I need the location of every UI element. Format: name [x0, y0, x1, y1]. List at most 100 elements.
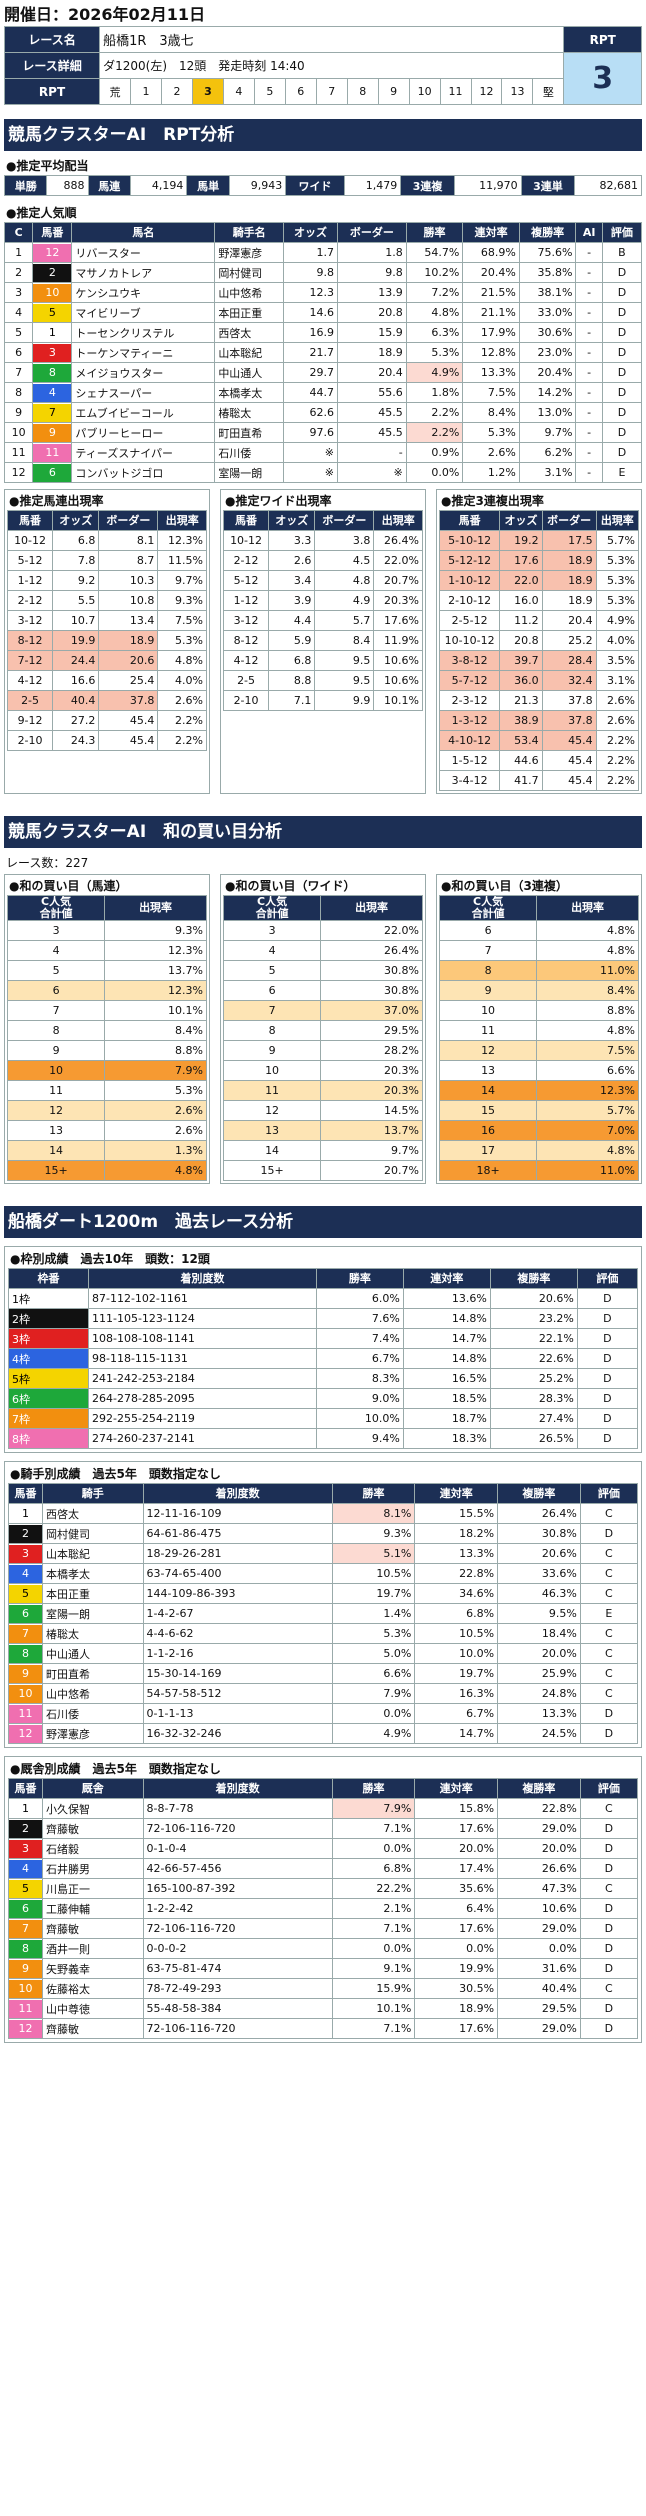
wa-row: 3 22.0% [222, 920, 423, 941]
win-rate: 7.9% [331, 1798, 416, 1819]
hit-rate: 7.5% [536, 1040, 639, 1061]
quinella-rate: 16.3% [414, 1683, 499, 1704]
waku-row: 2枠 111-105-123-1124 7.6% 14.8% 23.2% D [8, 1308, 639, 1329]
trainer-row: 6 工藤伸輔 1-2-2-42 2.1% 6.4% 10.6% D [8, 1898, 639, 1919]
waku-row: 8枠 274-260-237-2141 9.4% 18.3% 26.5% D [8, 1428, 639, 1449]
win-rate: 5.3% [405, 342, 464, 363]
avg-payout-table: 単勝 888 馬連 4,194 馬単 9,943 ワイド 1,479 3連複 11,970 3連単 8… [3, 175, 642, 196]
payout-label: 単勝 [3, 175, 48, 196]
place-rate: 20.4% [518, 362, 577, 383]
wa-row: 6 12.3% [6, 980, 207, 1001]
rate: 11.9% [373, 630, 423, 651]
place-rate: 24.5% [497, 1723, 581, 1744]
odds: 3.9 [268, 590, 316, 611]
race-info-table: レース名 船橋1R 3歳七 RPT レース詳細 ダ1200(左) 12頭 発走時… [3, 26, 642, 105]
wide-title: ●推定ワイド出現率 [225, 494, 332, 508]
wa-row: 17 4.8% [438, 1140, 639, 1161]
place-rate: 25.2% [489, 1368, 578, 1389]
quinella-rate: 18.2% [414, 1523, 499, 1544]
estimate-row: 9-12 27.2 45.4 2.2% [6, 710, 207, 731]
hit-rate: 6.6% [536, 1060, 639, 1081]
combo: 1-10-12 [438, 570, 501, 591]
rating: D [601, 422, 643, 443]
win-rate: 5.0% [331, 1643, 416, 1664]
place-rate: 38.1% [518, 282, 577, 303]
hit-rate: 28.2% [320, 1040, 423, 1061]
rpt-scale-cell: 8 [346, 78, 379, 105]
waku-header: 枠番 [8, 1268, 89, 1289]
border: 13.9 [336, 282, 407, 303]
win-rate: 7.6% [315, 1308, 404, 1329]
odds: 8.8 [268, 670, 316, 691]
rate: 11.5% [157, 550, 207, 571]
quinella-rate: 14.7% [402, 1328, 491, 1349]
rating: D [579, 1523, 639, 1544]
sum-value: 4 [222, 940, 322, 961]
rpt-section-title: 競馬クラスターAI RPT分析 [4, 119, 642, 151]
sum-value: 5 [6, 960, 106, 981]
border: 45.4 [98, 730, 159, 751]
odds: 19.2 [499, 530, 543, 551]
border: 3.8 [314, 530, 375, 551]
estimate-row: 5-7-12 36.0 32.4 3.1% [438, 670, 640, 691]
hit-rate: 11.0% [536, 1160, 639, 1181]
sum-value: 7 [438, 940, 538, 961]
horse-number: 4 [9, 1564, 42, 1583]
place-rate: 40.4% [497, 1978, 581, 1999]
rank: 11 [3, 442, 34, 463]
waku-table: 枠番 着別度数 勝率 連対率 複勝率 評価 1枠 87-112-102-1161 6.0% 13.… [8, 1268, 639, 1449]
sum-value: 9 [438, 980, 538, 1001]
sum-value: 7 [222, 1000, 322, 1021]
waku-row: 1枠 87-112-102-1161 6.0% 13.6% 20.6% D [8, 1288, 639, 1309]
race-detail-label: レース詳細 [3, 52, 101, 79]
trainer-header: 勝率 [331, 1778, 416, 1799]
place-rate: 0.0% [497, 1938, 581, 1959]
record: 16-32-32-246 [142, 1723, 333, 1744]
horse-number-cell: 10 [8, 1683, 43, 1704]
border: 18.9 [336, 342, 407, 363]
horse-number: 5 [9, 1584, 42, 1603]
place-rate: 22.6% [489, 1348, 578, 1369]
estimate-row: 2-10 24.3 45.4 2.2% [6, 730, 207, 751]
payout-value: 9,943 [228, 175, 287, 196]
umaren-title: ●推定馬連出現率 [9, 494, 104, 508]
rating: D [601, 262, 643, 283]
wa-row: 5 30.8% [222, 960, 423, 981]
hit-rate: 22.0% [320, 920, 423, 941]
place-rate: 35.8% [518, 262, 577, 283]
trainer-row: 12 齊藤敏 72-106-116-720 7.1% 17.6% 29.0% D [8, 2018, 639, 2039]
estimate-panels: ●推定馬連出現率 馬番 オッズ ボーダー 出現率 10-12 6.8 8.1 12.3% 5-1… [4, 489, 642, 794]
trainer-name: 齊藤敏 [42, 1818, 144, 1839]
horse-number-cell: 11 [8, 1998, 43, 2019]
rate: 9.7% [157, 570, 207, 591]
rank: 9 [3, 402, 34, 423]
sum-value: 15+ [222, 1160, 322, 1181]
horse-number: 10 [9, 1979, 42, 1998]
hit-rate: 11.0% [536, 960, 639, 981]
hit-rate: 5.3% [104, 1080, 207, 1101]
place-rate: 22.1% [489, 1328, 578, 1349]
payout-label: 馬連 [87, 175, 131, 196]
popularity-header: 評価 [601, 222, 643, 243]
rating: C [579, 1583, 639, 1604]
win-rate: 9.3% [331, 1523, 416, 1544]
trainer-row: 1 小久保智 8-8-7-78 7.9% 15.8% 22.8% C [8, 1798, 639, 1819]
estimate-row: 2-10-12 16.0 18.9 5.3% [438, 590, 640, 611]
popularity-header: 複勝率 [518, 222, 577, 243]
win-rate: 0.0% [405, 462, 464, 483]
quinella-rate: 13.6% [402, 1288, 491, 1309]
trio-title: ●推定3連複出現率 [441, 494, 544, 508]
odds: 19.9 [52, 630, 100, 651]
hit-rate: 13.7% [104, 960, 207, 981]
popularity-row: 6 3 トーケンマティーニ 山本聡紀 21.7 18.9 5.3% 12.8% 23.0% - D [3, 342, 643, 363]
wa_trio-header: C人気 合計値 [438, 895, 538, 921]
estimate-row: 7-12 24.4 20.6 4.8% [6, 650, 207, 671]
hit-rate: 29.5% [320, 1020, 423, 1041]
odds: 6.8 [268, 650, 316, 671]
win-rate: 8.3% [315, 1368, 404, 1389]
odds: 97.6 [283, 422, 338, 443]
combo: 3-12 [222, 610, 270, 631]
combo: 8-12 [6, 630, 54, 651]
horse-number-cell: 10 [32, 282, 73, 303]
odds: 10.7 [52, 610, 100, 631]
